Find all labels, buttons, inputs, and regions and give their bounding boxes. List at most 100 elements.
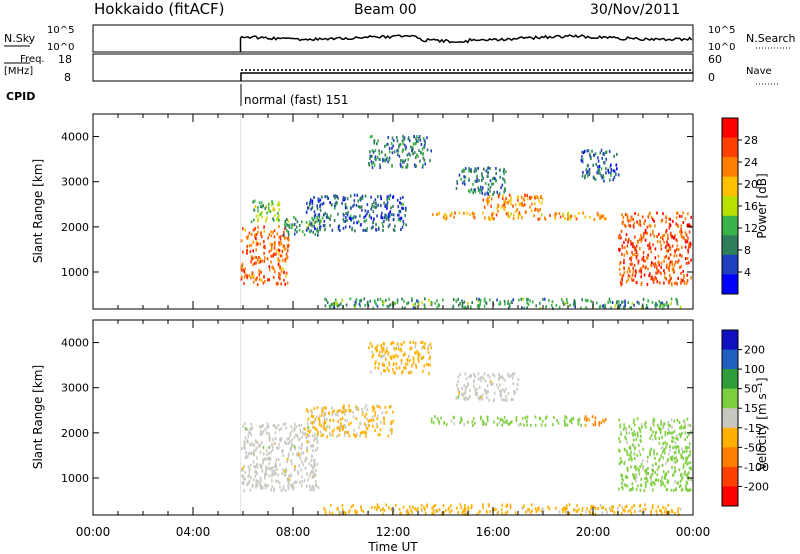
data-cell [566, 423, 569, 427]
data-cell [684, 446, 687, 450]
data-cell [465, 512, 468, 516]
data-cell [512, 376, 514, 380]
data-cell [332, 419, 335, 422]
data-cell [586, 507, 589, 511]
data-cell [418, 352, 421, 356]
data-cell [326, 213, 328, 217]
data-cell [350, 206, 352, 210]
data-cell [498, 302, 500, 306]
data-cell [475, 297, 478, 301]
data-cell [618, 235, 621, 239]
data-cell [293, 215, 295, 219]
data-cell [516, 208, 518, 211]
data-cell [263, 452, 265, 456]
data-cell [246, 236, 249, 240]
data-cell [410, 508, 412, 512]
data-cell [283, 469, 286, 473]
data-cell [353, 199, 356, 203]
data-cell [270, 234, 273, 238]
data-cell [657, 254, 660, 258]
data-cell [264, 256, 266, 260]
data-cell [659, 457, 661, 461]
data-cell [278, 249, 281, 253]
data-cell [686, 435, 688, 439]
data-cell [286, 477, 289, 481]
data-cell [563, 418, 566, 422]
data-cell [554, 214, 557, 218]
data-cell [423, 139, 426, 142]
data-cell [619, 425, 621, 429]
data-cell [684, 431, 687, 435]
station-title: Hokkaido (fitACF) [94, 0, 225, 18]
data-cell [306, 472, 308, 476]
data-cell [285, 469, 288, 473]
data-cell [517, 216, 520, 220]
data-cell [260, 212, 262, 216]
data-cell [512, 204, 514, 208]
data-cell [567, 217, 569, 221]
data-cell [690, 215, 692, 219]
data-cell [252, 249, 254, 253]
data-cell [272, 254, 274, 258]
data-cell [361, 408, 363, 411]
data-cell [660, 243, 662, 247]
data-cell [376, 304, 379, 308]
data-cell [280, 282, 282, 286]
data-cell [675, 260, 677, 264]
data-cell [377, 366, 380, 370]
data-cell [286, 281, 289, 285]
data-cell [375, 205, 378, 209]
data-cell [423, 364, 425, 368]
data-cell [314, 436, 316, 440]
data-cell [605, 508, 607, 511]
data-cell [278, 235, 281, 239]
data-cell [299, 457, 302, 460]
data-cell [632, 438, 635, 442]
data-cell [271, 445, 274, 449]
data-cell [499, 383, 501, 387]
data-cell [273, 235, 276, 239]
data-cell [616, 300, 618, 304]
data-cell [325, 406, 327, 410]
data-cell [313, 420, 316, 424]
data-cell [510, 202, 513, 206]
data-cell [581, 298, 583, 302]
data-cell [656, 473, 659, 477]
data-cell [278, 214, 280, 218]
data-cell [255, 240, 258, 244]
data-cell [679, 433, 682, 437]
data-cell [287, 455, 290, 459]
data-cell [687, 461, 690, 465]
data-cell [305, 220, 308, 224]
data-cell [684, 470, 686, 474]
data-cell [361, 194, 364, 198]
data-cell [249, 442, 252, 446]
data-cell [617, 303, 620, 307]
data-cell [684, 245, 687, 249]
data-cell [623, 223, 626, 227]
data-cell [293, 436, 296, 440]
data-cell [664, 441, 666, 445]
data-cell [306, 446, 308, 450]
data-cell [478, 179, 480, 183]
data-cell [686, 472, 689, 476]
data-cell [633, 452, 636, 456]
data-cell [298, 438, 300, 442]
data-cell [261, 235, 263, 239]
data-cell [474, 190, 477, 194]
data-cell [489, 217, 491, 221]
data-cell [252, 200, 254, 204]
data-cell [584, 298, 587, 302]
data-cell [406, 362, 409, 366]
data-cell [605, 157, 607, 161]
data-cell [562, 214, 564, 218]
data-cell [632, 253, 634, 257]
data-cell [316, 406, 319, 410]
data-cell [511, 398, 514, 401]
data-cell [586, 419, 588, 422]
data-cell [618, 437, 620, 441]
data-cell [450, 504, 452, 508]
data-cell [600, 421, 603, 425]
data-cell [671, 439, 674, 443]
data-cell [680, 271, 682, 275]
